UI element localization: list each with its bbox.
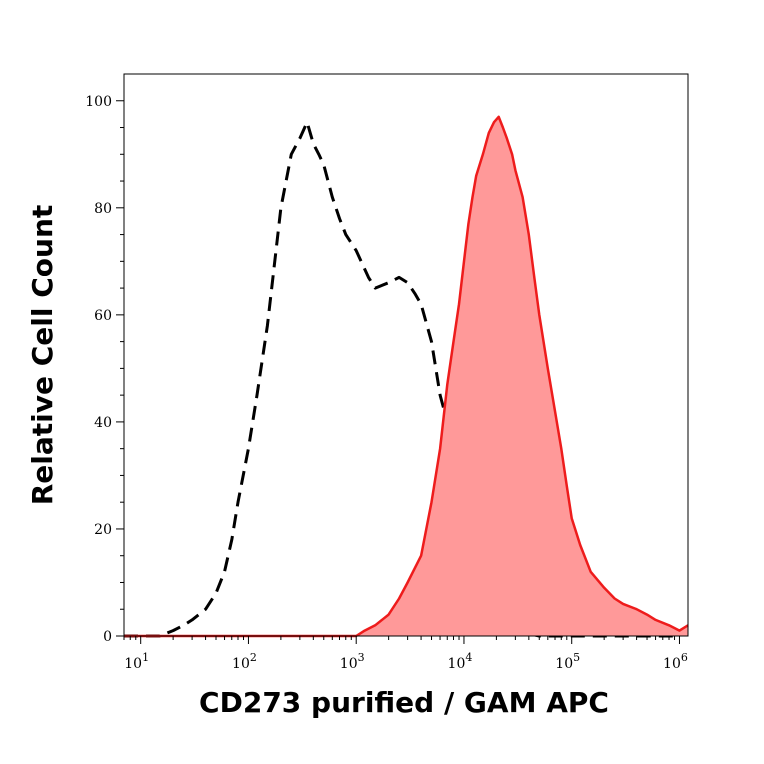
y-tick-label: 40 [94,415,112,431]
y-tick-label: 0 [103,629,112,645]
plot-content [124,115,689,638]
y-tick-label: 100 [85,94,112,110]
y-axis-title: Relative Cell Count [26,205,59,506]
x-tick-label: 102 [232,651,257,672]
series-dashed-line [124,120,680,638]
x-tick-label: 101 [124,651,149,672]
series-fill-area [124,116,688,637]
x-tick-label: 106 [663,651,688,672]
x-tick-label: 104 [448,651,473,672]
plot-frame [123,73,689,637]
y-tick-label: 60 [94,308,112,324]
x-axis-title: CD273 purified / GAM APC [199,686,609,719]
series-fill-outline [124,115,689,638]
y-tick-label: 20 [94,522,112,538]
x-tick-label: 105 [555,651,580,672]
x-tick-label: 103 [340,651,365,672]
y-axis: 0 20 40 60 80 100 [85,94,124,645]
x-axis: 101 102 103 104 105 106 [123,636,688,672]
y-tick-label: 80 [94,201,112,217]
